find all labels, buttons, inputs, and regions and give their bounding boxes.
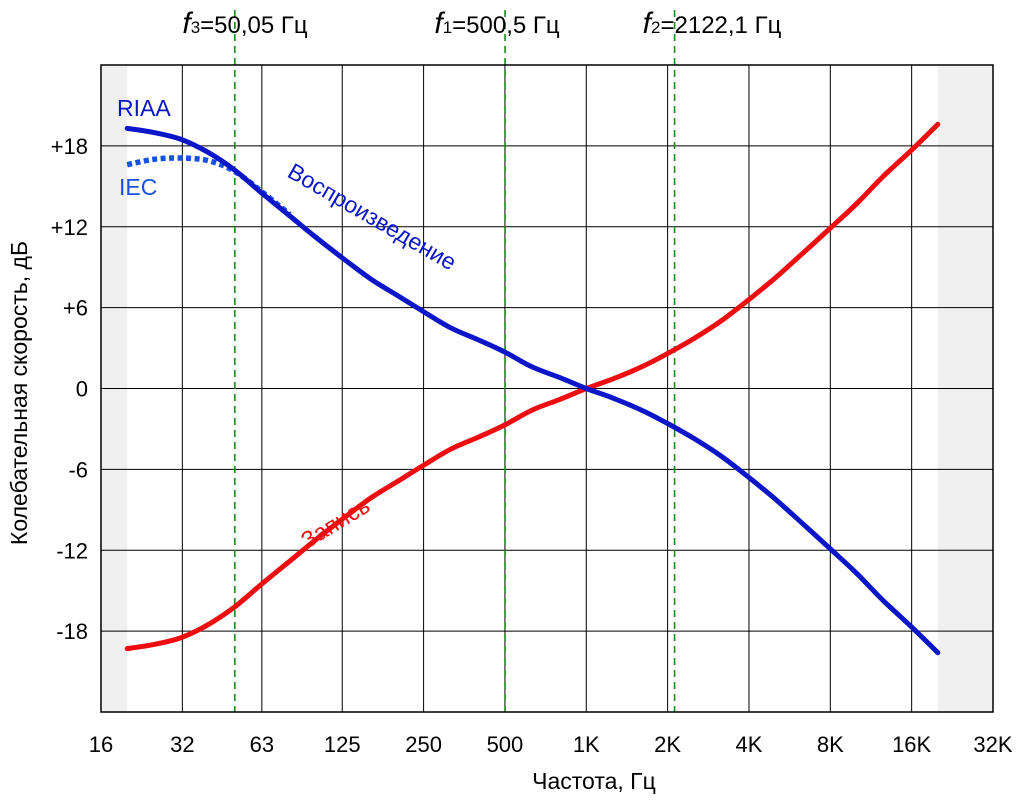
x-tick-16: 16 (89, 732, 113, 757)
label-riaa: RIAA (117, 95, 171, 121)
y-tick-labels: +18 +12 +6 0 -6 -12 -18 (51, 134, 88, 644)
y-tick--18: -18 (56, 619, 88, 644)
label-record: Запись (296, 492, 374, 553)
curve-iec (126, 155, 292, 217)
marker-label-f2: f2=2122,1 Гц (643, 7, 782, 40)
marker-label-f3: f3=50,05 Гц (182, 7, 308, 40)
y-axis-title: Колебательная скорость, дБ (6, 241, 32, 545)
y-tick-0: 0 (76, 377, 88, 402)
x-tick-4K: 4K (736, 732, 763, 757)
marker-label-f1: f1=500,5 Гц (434, 7, 560, 40)
curve-labels: RIAA IEC Воспроизведение Запись (117, 95, 461, 553)
curves (124, 121, 941, 656)
y-tick-+18: +18 (51, 134, 88, 159)
x-tick-labels: 16 32 63 125 250 500 1K 2K 4K 8K 16K 32K (89, 732, 1013, 757)
x-axis-title: Частота, Гц (532, 768, 656, 794)
y-tick-+12: +12 (51, 215, 88, 240)
x-tick-32K: 32K (973, 732, 1012, 757)
frequency-markers: f3=50,05 Гц f1=500,5 Гц f2=2122,1 Гц (182, 7, 782, 712)
plot-frame (100, 64, 994, 713)
curve-playback (124, 125, 941, 656)
y-tick--12: -12 (56, 538, 88, 563)
x-tick-16K: 16K (892, 732, 931, 757)
x-tick-1K: 1K (573, 732, 600, 757)
y-tick--6: -6 (68, 457, 88, 482)
label-playback: Воспроизведение (284, 158, 461, 275)
x-tick-125: 125 (324, 732, 361, 757)
x-tick-32: 32 (170, 732, 194, 757)
x-tick-2K: 2K (654, 732, 681, 757)
x-tick-8K: 8K (817, 732, 844, 757)
x-tick-63: 63 (250, 732, 274, 757)
y-tick-+6: +6 (63, 296, 88, 321)
x-tick-500: 500 (487, 732, 524, 757)
label-iec: IEC (119, 174, 157, 200)
curve-record (124, 121, 941, 652)
x-tick-250: 250 (405, 732, 442, 757)
